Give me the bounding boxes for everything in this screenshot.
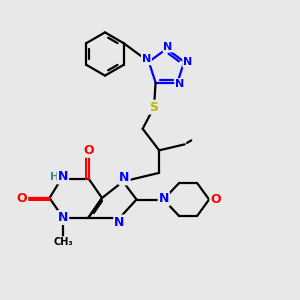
- Text: CH₃: CH₃: [53, 237, 73, 247]
- Text: N: N: [142, 54, 151, 64]
- Text: O: O: [83, 144, 94, 157]
- Text: N: N: [114, 215, 124, 229]
- Text: N: N: [58, 211, 68, 224]
- Text: N: N: [175, 79, 184, 89]
- Text: H: H: [50, 172, 59, 182]
- Text: N: N: [164, 41, 172, 52]
- Text: O: O: [210, 193, 221, 206]
- Text: O: O: [16, 191, 27, 205]
- Text: S: S: [150, 100, 159, 114]
- Text: N: N: [119, 171, 130, 184]
- Text: N: N: [159, 192, 169, 206]
- Text: N: N: [58, 170, 68, 184]
- Text: N: N: [183, 57, 192, 67]
